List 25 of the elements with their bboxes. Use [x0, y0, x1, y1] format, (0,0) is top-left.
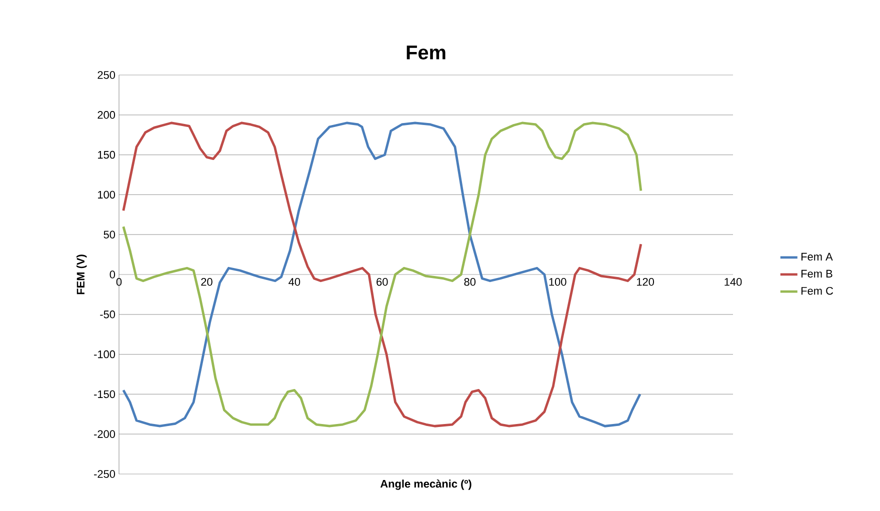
x-tick-label: 120 [636, 278, 654, 286]
x-tick-label: 0 [116, 278, 122, 286]
y-tick-label: -50 [100, 310, 116, 318]
y-tick-label: 200 [98, 111, 116, 119]
y-tick-label: -100 [94, 350, 116, 358]
legend-label: Fem B [801, 270, 832, 278]
y-tick-label: -150 [94, 390, 116, 398]
x-axis-title: Angle mecànic (º) [380, 480, 472, 490]
x-tick-label: 20 [201, 278, 212, 286]
x-tick-label: 80 [464, 278, 476, 286]
x-tick-label: 40 [288, 278, 300, 286]
y-tick-label: 50 [104, 230, 116, 238]
y-tick-label: 250 [98, 71, 116, 79]
y-tick-label: 100 [98, 190, 116, 199]
x-tick-label: 60 [376, 278, 388, 286]
y-tick-label: -250 [94, 470, 116, 478]
y-tick-label: -200 [94, 430, 116, 438]
chart-title: Fem [406, 46, 446, 60]
y-tick-label: 150 [98, 150, 116, 159]
legend-label: Fem A [801, 252, 833, 261]
legend-label: Fem C [801, 286, 834, 295]
x-tick-label: 100 [549, 278, 566, 286]
x-tick-label: 140 [724, 278, 742, 286]
y-tick-label: 0 [110, 270, 116, 278]
y-axis-title: FEM (V) [76, 254, 87, 294]
